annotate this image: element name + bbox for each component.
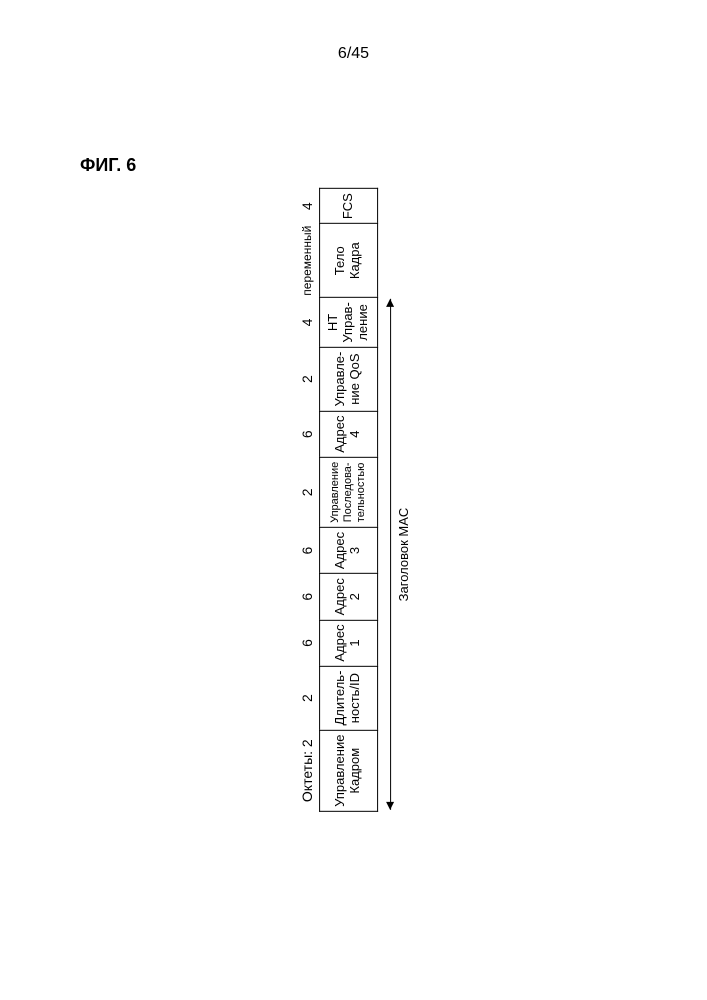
field-cell: УправлениеПоследова-тельностью: [319, 457, 377, 527]
octet-label: 2: [295, 347, 320, 411]
octet-label: 6: [295, 527, 320, 573]
field-cell: УправлениеКадром: [319, 730, 377, 811]
field-cell: Адрес 1: [319, 620, 377, 666]
bracket-row: Заголовок MAC: [377, 189, 413, 812]
field-cell: ТелоКадра: [319, 224, 377, 298]
frame-table: Октеты: 226662624переменный4 УправлениеК…: [295, 188, 413, 812]
field-cell: Адрес 2: [319, 574, 377, 620]
octet-label: 6: [295, 574, 320, 620]
octet-label: 4: [295, 189, 320, 224]
octet-label: Октеты: 2: [295, 730, 320, 811]
page-number: 6/45: [338, 45, 369, 63]
octet-label: 2: [295, 457, 320, 527]
field-cell: Управле-ние QoS: [319, 347, 377, 411]
octet-label: переменный: [295, 224, 320, 298]
frame-format-diagram: Октеты: 226662624переменный4 УправлениеК…: [295, 188, 413, 812]
fields-row: УправлениеКадромДлитель-ность/IDАдрес 1А…: [319, 189, 377, 812]
octet-label: 4: [295, 298, 320, 347]
octet-label: 2: [295, 666, 320, 730]
octet-label: 6: [295, 620, 320, 666]
mac-header-label: Заголовок MAC: [395, 504, 410, 606]
field-cell: Длитель-ность/ID: [319, 666, 377, 730]
field-cell: HT Управ-ление: [319, 298, 377, 347]
field-cell: FCS: [319, 189, 377, 224]
field-cell: Адрес 3: [319, 527, 377, 573]
figure-label: ФИГ. 6: [80, 155, 136, 176]
octet-label: 6: [295, 411, 320, 457]
mac-header-bracket: Заголовок MAC: [377, 298, 413, 812]
octets-row: Октеты: 226662624переменный4: [295, 189, 320, 812]
field-cell: Адрес 4: [319, 411, 377, 457]
